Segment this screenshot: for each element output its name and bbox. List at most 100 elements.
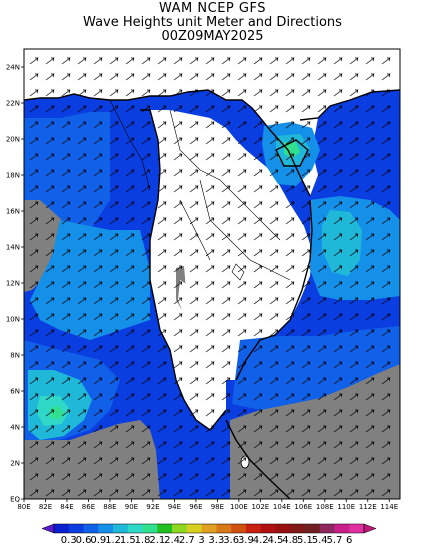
direction-arrow [173,89,183,97]
direction-arrow [317,281,327,289]
direction-arrow [77,57,87,65]
direction-arrow [381,457,391,465]
direction-arrow [349,105,359,113]
direction-arrow [45,409,55,417]
direction-arrow [333,249,343,257]
direction-arrow [365,345,375,353]
direction-arrow [221,233,231,241]
direction-arrow [45,281,55,289]
direction-arrow [45,313,55,321]
direction-arrow [317,185,327,193]
direction-arrow [109,313,119,321]
colorbar-label: 2.7 [179,535,195,546]
direction-arrow [109,265,119,273]
direction-arrow [269,201,279,209]
direction-arrow [77,313,87,321]
direction-arrow [205,73,215,81]
x-tick-label: 80E [17,503,30,511]
colorbar-swatch [216,524,232,533]
direction-arrow [109,57,119,65]
direction-arrow [173,217,183,225]
direction-arrow [93,473,103,481]
direction-arrow [317,137,327,145]
direction-arrow [189,201,199,209]
direction-arrow [349,89,359,97]
direction-arrow [269,169,279,177]
direction-arrow [205,377,215,385]
y-tick-label: 24N [6,64,20,72]
direction-arrow [285,457,295,465]
direction-arrow [269,89,279,97]
wave-zone-peak-north [284,142,300,158]
direction-arrow [109,409,119,417]
direction-arrow [301,57,311,65]
colorbar-label: 3 [198,535,204,546]
direction-arrow [237,265,247,273]
direction-arrow [253,313,263,321]
direction-arrow [221,281,231,289]
x-tick-label: 102E [251,503,269,511]
direction-arrow [237,281,247,289]
direction-arrow [221,185,231,193]
direction-arrow [285,249,295,257]
direction-arrow [301,121,311,129]
direction-arrow [349,73,359,81]
colorbar-swatch [304,524,321,533]
direction-arrow [93,105,103,113]
direction-arrow [301,153,311,161]
direction-arrow [45,425,55,433]
direction-arrow [109,169,119,177]
direction-arrow [333,265,343,273]
direction-arrow [93,121,103,129]
direction-arrow [301,297,311,305]
direction-arrow [221,169,231,177]
direction-arrow [189,361,199,369]
direction-arrow [125,153,135,161]
direction-arrow [157,441,167,449]
direction-arrow [125,185,135,193]
direction-arrow [141,185,151,193]
direction-arrow [125,201,135,209]
direction-arrow [349,281,359,289]
direction-arrow [237,361,247,369]
direction-arrow [93,169,103,177]
direction-arrow [349,377,359,385]
map-title-line2: Wave Heights unit Meter and Directions [83,15,342,30]
direction-arrow [125,329,135,337]
direction-arrow [269,137,279,145]
direction-arrow [333,345,343,353]
direction-arrow [317,105,327,113]
direction-arrow [157,185,167,193]
direction-arrow [77,361,87,369]
direction-arrow [45,201,55,209]
direction-arrow [45,265,55,273]
direction-arrow [205,249,215,257]
direction-arrow [285,361,295,369]
x-tick-label: 96E [189,503,202,511]
colorbar-swatch [231,524,247,533]
direction-arrow [301,137,311,145]
direction-arrow [77,201,87,209]
colorbar-swatch [186,524,202,533]
direction-arrow [269,73,279,81]
direction-arrow [77,457,87,465]
direction-arrow [157,457,167,465]
direction-arrow [317,217,327,225]
direction-arrow [237,137,247,145]
y-axis-ticks: EQ 2N 4N 6N 8N 10N 12N 14N 16N 18N 20N 22N 24N [6,64,24,504]
direction-arrow [173,409,183,417]
direction-arrow [141,105,151,113]
direction-arrow [381,121,391,129]
direction-arrow [189,441,199,449]
direction-arrow [317,297,327,305]
direction-arrow [45,217,55,225]
direction-arrow [157,89,167,97]
x-tick-label: 82E [39,503,52,511]
direction-arrow [301,217,311,225]
colorbar-swatch [334,524,350,533]
direction-arrow [61,409,71,417]
direction-arrow [269,57,279,65]
direction-arrow [61,169,71,177]
direction-arrow [253,185,263,193]
direction-arrow [109,441,119,449]
